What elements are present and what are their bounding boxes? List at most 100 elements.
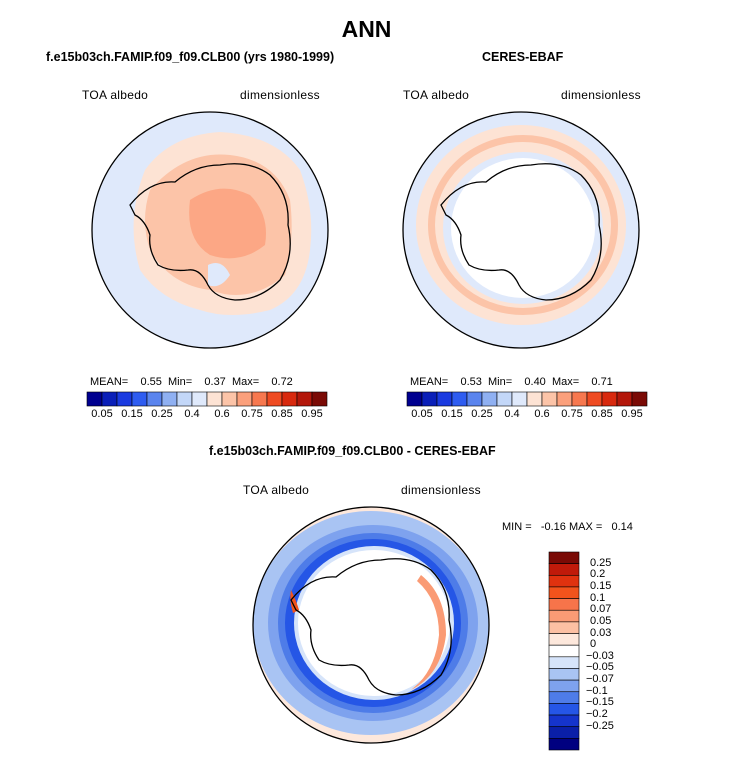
panel2-variable-label: TOA albedo bbox=[403, 88, 470, 102]
panel1-colorbar-swatch bbox=[86, 391, 103, 407]
panel1-colorbar-tick-label: 0.85 bbox=[271, 408, 293, 420]
panel1-colorbar-swatch bbox=[296, 391, 313, 407]
panel3-colorbar-swatch bbox=[548, 738, 580, 751]
panel1-colorbar-swatch bbox=[101, 391, 118, 407]
panel1-colorbar-tick-label: 0.75 bbox=[241, 408, 263, 420]
panel2-colorbar-swatch bbox=[571, 391, 588, 407]
panel1-colorbar-swatch bbox=[236, 391, 253, 407]
panel3-colorbar-swatch bbox=[548, 633, 580, 646]
panel2-colorbar-swatch bbox=[586, 391, 603, 407]
panel3-colorbar-swatch bbox=[548, 691, 580, 704]
panel2-colorbar-swatch bbox=[556, 391, 573, 407]
panel3-colorbar-swatch bbox=[548, 621, 580, 634]
panel2-title: CERES-EBAF bbox=[482, 50, 564, 64]
panel2-colorbar-tick-label: 0.4 bbox=[504, 408, 520, 420]
panel1-colorbar-tick-label: 0.6 bbox=[214, 408, 230, 420]
panel1-colorbar-labels: 0.05 0.15 0.25 0.4 0.6 0.75 0.85 0.95 bbox=[87, 408, 327, 422]
panel3-colorbar-tick-label: −0.2 bbox=[586, 708, 608, 721]
panel3-colorbar-tick-label: −0.15 bbox=[586, 696, 614, 709]
panel1-variable-label: TOA albedo bbox=[82, 88, 149, 102]
panel3-colorbar-swatch bbox=[548, 551, 580, 564]
panel3-colorbar-tick-label: 0.25 bbox=[590, 556, 612, 569]
panel2-colorbar-swatch bbox=[496, 391, 513, 407]
panel3-colorbar-tick-label: −0.07 bbox=[586, 673, 614, 686]
panel1-colorbar-swatch bbox=[206, 391, 223, 407]
panel1-colorbar-swatch bbox=[281, 391, 298, 407]
panel1-title: f.e15b03ch.FAMIP.f09_f09.CLB00 (yrs 1980… bbox=[46, 50, 335, 64]
panel2-colorbar-swatch bbox=[436, 391, 453, 407]
panel1-colorbar-swatch bbox=[161, 391, 178, 407]
panel2-colorbar-swatch bbox=[526, 391, 543, 407]
panel3-colorbar-tick-label: −0.03 bbox=[586, 649, 614, 662]
panel1-colorbar bbox=[86, 391, 328, 407]
panel3-colorbar-swatch bbox=[548, 586, 580, 599]
panel3-units-label: dimensionless bbox=[401, 483, 481, 497]
panel1-colorbar-swatch bbox=[251, 391, 268, 407]
panel2-colorbar-tick-label: 0.15 bbox=[441, 408, 463, 420]
panel3-colorbar-swatch bbox=[548, 563, 580, 576]
panel2-colorbar-tick-label: 0.75 bbox=[561, 408, 583, 420]
panel3-colorbar-swatch bbox=[548, 726, 580, 739]
panel1-colorbar-tick-label: 0.05 bbox=[91, 408, 113, 420]
panel1-stats: MEAN= 0.55 Min= 0.37 Max= 0.72 bbox=[90, 376, 293, 388]
panel1-colorbar-swatch bbox=[131, 391, 148, 407]
panel2-colorbar-swatch bbox=[451, 391, 468, 407]
panel3-colorbar-tick-label: 0 bbox=[590, 638, 597, 651]
panel1-polar-map bbox=[91, 111, 329, 349]
panel3-colorbar-tick-label: 0.07 bbox=[590, 603, 612, 616]
panel1-colorbar-tick-label: 0.95 bbox=[301, 408, 323, 420]
panel1-units-label: dimensionless bbox=[240, 88, 320, 102]
panel2-colorbar-swatch bbox=[406, 391, 423, 407]
panel3-colorbar-swatch bbox=[548, 679, 580, 693]
panel2-colorbar-labels: 0.05 0.15 0.25 0.4 0.6 0.75 0.85 0.95 bbox=[407, 408, 647, 422]
panel2-colorbar-swatch bbox=[466, 391, 483, 407]
panel2-colorbar-swatch bbox=[601, 391, 618, 407]
panel3-colorbar-swatch bbox=[548, 668, 580, 681]
panel3-colorbar-swatch bbox=[548, 656, 580, 669]
panel2-colorbar-tick-label: 0.6 bbox=[534, 408, 550, 420]
panel2-stats: MEAN= 0.53 Min= 0.40 Max= 0.71 bbox=[410, 376, 613, 388]
panel3-colorbar-tick-label: −0.25 bbox=[586, 719, 614, 732]
main-title: ANN bbox=[341, 16, 392, 42]
panel3-colorbar-swatch bbox=[548, 598, 580, 611]
panel2-colorbar-swatch bbox=[616, 391, 633, 407]
panel3-colorbar-swatch bbox=[548, 574, 580, 588]
panel3-title: f.e15b03ch.FAMIP.f09_f09.CLB00 - CERES-E… bbox=[209, 444, 496, 458]
panel2-colorbar bbox=[406, 391, 648, 407]
panel3-colorbar-tick-label: −0.05 bbox=[586, 661, 614, 674]
panel3-colorbar-tick-label: 0.1 bbox=[590, 591, 606, 604]
panel1-colorbar-swatch bbox=[266, 391, 283, 407]
panel3-colorbar bbox=[548, 551, 580, 751]
panel3-colorbar-tick-label: 0.05 bbox=[590, 614, 612, 627]
panel2-units-label: dimensionless bbox=[561, 88, 641, 102]
panel3-colorbar-swatch bbox=[548, 644, 580, 658]
panel1-colorbar-swatch bbox=[221, 391, 238, 407]
panel3-colorbar-swatch bbox=[548, 714, 580, 728]
panel2-colorbar-swatch bbox=[481, 391, 498, 407]
panel3-stats: MIN = -0.16 MAX = 0.14 bbox=[502, 521, 633, 533]
panel2-colorbar-swatch bbox=[631, 391, 648, 407]
panel1-colorbar-swatch bbox=[311, 391, 328, 407]
panel3-colorbar-labels: 0.25 0.2 0.15 0.1 0.07 0.05 0.03 0 −0.03 −0.05 −0.… bbox=[586, 552, 646, 750]
panel3-colorbar-swatch bbox=[548, 609, 580, 623]
panel2-polar-map bbox=[402, 111, 640, 349]
panel1-colorbar-swatch bbox=[146, 391, 163, 407]
panel2-colorbar-tick-label: 0.95 bbox=[621, 408, 643, 420]
panel3-colorbar-tick-label: −0.1 bbox=[586, 684, 608, 697]
panel2-colorbar-swatch bbox=[541, 391, 558, 407]
panel1-colorbar-swatch bbox=[191, 391, 208, 407]
panel2-colorbar-tick-label: 0.85 bbox=[591, 408, 613, 420]
panel3-colorbar-tick-label: 0.15 bbox=[590, 579, 612, 592]
panel1-colorbar-tick-label: 0.4 bbox=[184, 408, 200, 420]
panel2-colorbar-tick-label: 0.25 bbox=[471, 408, 493, 420]
panel3-colorbar-tick-label: 0.03 bbox=[590, 626, 612, 639]
panel1-colorbar-tick-label: 0.15 bbox=[121, 408, 143, 420]
panel2-colorbar-tick-label: 0.05 bbox=[411, 408, 433, 420]
panel3-polar-map bbox=[252, 506, 490, 744]
panel2-colorbar-swatch bbox=[511, 391, 528, 407]
panel3-variable-label: TOA albedo bbox=[243, 483, 310, 497]
panel3-colorbar-swatch bbox=[548, 703, 580, 716]
panel1-colorbar-swatch bbox=[116, 391, 133, 407]
panel3-colorbar-tick-label: 0.2 bbox=[590, 568, 606, 581]
panel1-colorbar-swatch bbox=[176, 391, 193, 407]
